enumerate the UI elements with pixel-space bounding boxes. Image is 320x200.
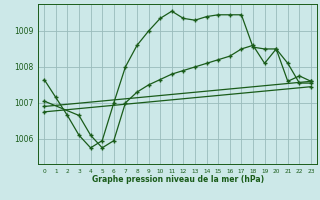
X-axis label: Graphe pression niveau de la mer (hPa): Graphe pression niveau de la mer (hPa): [92, 175, 264, 184]
